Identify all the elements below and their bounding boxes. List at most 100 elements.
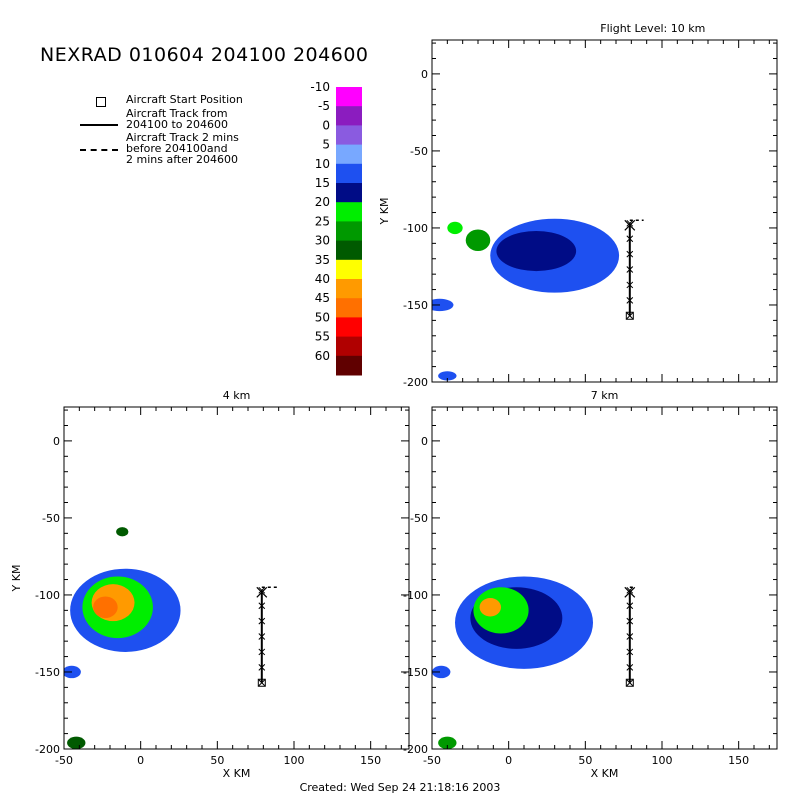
legend-text: Aircraft Start Position (126, 93, 243, 106)
colorbar-level-label: 40 (315, 272, 330, 286)
track-point-marker (626, 250, 634, 258)
main-title: NEXRAD 010604 204100 204600 (40, 44, 369, 66)
colorbar-level-label: 55 (315, 330, 330, 344)
track-point-marker (258, 679, 266, 687)
y-tick-label: -150 (403, 299, 428, 312)
colorbar-swatch (336, 355, 362, 376)
y-tick-label: 0 (421, 68, 428, 81)
colorbar-swatch (336, 106, 362, 126)
echo-region (465, 229, 491, 252)
track-end-marker (256, 586, 268, 598)
colorbar-level-label: 15 (315, 176, 330, 190)
colorbar-swatch (336, 202, 362, 222)
track-point-marker (626, 648, 634, 656)
x-tick-label: 50 (210, 754, 224, 767)
x-axis-label: X KM (591, 767, 619, 780)
legend-text: Aircraft Track from 204100 to 204600 (126, 107, 229, 131)
y-tick-label: 0 (421, 435, 428, 448)
y-tick-label: -50 (410, 145, 428, 158)
start-position-marker (625, 311, 634, 320)
dashed-line-icon (80, 149, 118, 151)
x-tick-label: 0 (137, 754, 144, 767)
colorbar-level-label: 50 (315, 310, 330, 324)
echo-region (496, 231, 577, 272)
echo-region (432, 665, 451, 679)
solid-line-icon (80, 124, 118, 126)
colorbar-swatch (336, 240, 362, 261)
track-end-marker (624, 586, 636, 598)
start-position-marker (625, 678, 634, 687)
y-tick-label: -200 (403, 376, 428, 389)
y-tick-label: -200 (35, 743, 60, 756)
colorbar: -10 -5 0 5 10 15 20 25 30 35 40 45 50 55 60 (310, 80, 362, 376)
colorbar-swatch (336, 221, 362, 242)
track-point-marker (258, 602, 266, 610)
y-axis-label: Y KM (378, 198, 391, 226)
colorbar-swatch (336, 144, 362, 165)
track-point-marker (626, 219, 634, 227)
track-point-marker (626, 296, 634, 304)
colorbar-swatch (336, 163, 362, 184)
y-tick-label: -200 (403, 743, 428, 756)
y-tick-label: -150 (403, 666, 428, 679)
panel-4km: -50 0 50 100 150 0 -50 -100 -150 -200 4 km X KM Y KM (10, 389, 410, 780)
y-tick-label: 0 (53, 435, 60, 448)
echo-region (447, 221, 463, 235)
track-point-marker (626, 312, 634, 320)
colorbar-level-label: 30 (315, 234, 330, 248)
reflectivity-field (432, 218, 644, 381)
plot-frame (431, 39, 778, 383)
colorbar-level-label: 25 (315, 214, 330, 228)
x-tick-label: 150 (728, 754, 749, 767)
colorbar-swatch (336, 259, 362, 280)
colorbar-level-label: 45 (315, 291, 330, 305)
plot-frame (63, 406, 410, 750)
colorbar-swatch (336, 336, 362, 357)
colorbar-level-label: 0 (322, 118, 330, 132)
y-tick-label: -100 (35, 589, 60, 602)
echo-region (438, 736, 457, 749)
track-point-marker (258, 586, 266, 594)
track-point-marker (626, 633, 634, 640)
y-tick-label: -50 (410, 512, 428, 525)
y-tick-label: -50 (42, 512, 60, 525)
y-tick-label: -100 (403, 222, 428, 235)
echo-region (64, 665, 81, 679)
y-tick-label: -150 (35, 666, 60, 679)
echo-region (93, 596, 118, 619)
colorbar-swatch (336, 298, 362, 318)
start-position-marker (257, 678, 266, 687)
track-point-marker (626, 602, 634, 610)
x-tick-label: -50 (55, 754, 73, 767)
track-point-marker (626, 663, 634, 671)
x-tick-label: 100 (284, 754, 305, 767)
colorbar-level-label: 60 (315, 349, 330, 363)
track-point-marker (626, 281, 634, 289)
track-point-marker (258, 648, 266, 656)
plot-frame (431, 406, 778, 750)
legend-text: Aircraft Track 2 mins before 204100and 2… (126, 131, 239, 166)
panel-7km: -50 0 50 100 150 0 -50 -100 -150 -200 7 km X KM (403, 389, 778, 780)
reflectivity-field (432, 576, 636, 749)
colorbar-level-label: 10 (315, 157, 330, 171)
track-point-marker (626, 266, 634, 273)
echo-region (432, 298, 454, 312)
panel-title: 4 km (223, 389, 251, 402)
colorbar-swatch (336, 317, 362, 338)
panel-10km: 0 -50 -100 -150 -200 Flight Level: 10 km Y KM (378, 22, 778, 389)
track-point-marker (626, 617, 634, 625)
track-end-marker (624, 219, 636, 231)
echo-region (67, 736, 86, 749)
colorbar-level-label: -10 (310, 80, 330, 94)
track-point-marker (258, 617, 266, 625)
x-tick-label: 50 (578, 754, 592, 767)
echo-region (116, 527, 129, 537)
colorbar-level-label: -5 (318, 99, 330, 113)
x-axis-label: X KM (223, 767, 251, 780)
x-tick-label: 150 (360, 754, 381, 767)
footer-created-timestamp: Created: Wed Sep 24 21:18:16 2003 (299, 781, 501, 794)
x-tick-label: 0 (505, 754, 512, 767)
echo-region (479, 598, 501, 617)
track-point-marker (626, 679, 634, 687)
